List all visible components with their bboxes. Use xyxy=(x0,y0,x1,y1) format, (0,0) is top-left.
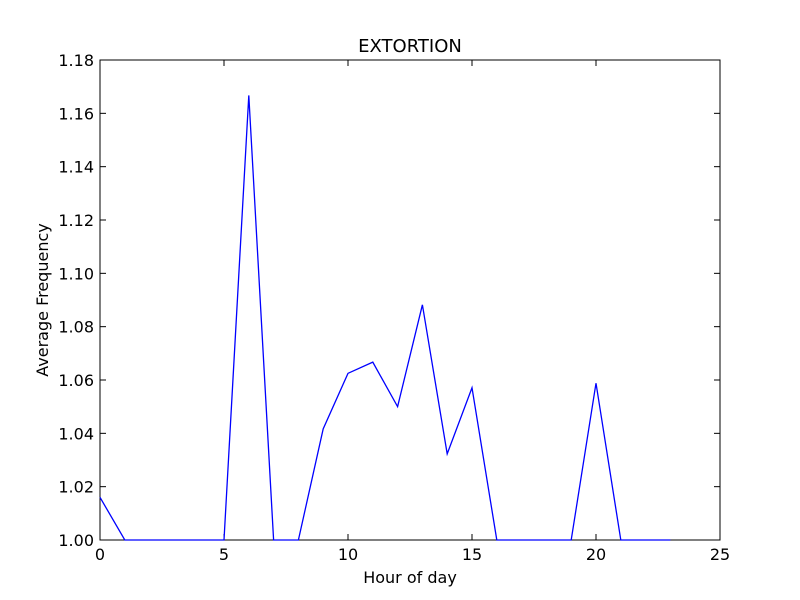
x-tick-label: 15 xyxy=(462,545,482,564)
x-axis-label: Hour of day xyxy=(363,568,457,587)
x-tick-label: 5 xyxy=(219,545,229,564)
series-line xyxy=(99,95,671,541)
y-tick-label: 1.14 xyxy=(58,158,94,177)
x-tick-label: 20 xyxy=(586,545,606,564)
y-tick-label: 1.00 xyxy=(58,531,94,550)
y-tick-label: 1.02 xyxy=(58,478,94,497)
chart-title: EXTORTION xyxy=(358,36,462,57)
y-tick-label: 1.08 xyxy=(58,318,94,337)
x-tick-label: 25 xyxy=(710,545,730,564)
x-tick-label: 10 xyxy=(338,545,358,564)
plot-frame xyxy=(99,59,721,541)
y-tick-label: 1.18 xyxy=(58,51,94,70)
y-tick-label: 1.10 xyxy=(58,264,94,283)
x-tick-label: 0 xyxy=(95,545,105,564)
y-tick-label: 1.12 xyxy=(58,211,94,230)
y-tick-label: 1.04 xyxy=(58,424,94,443)
y-tick-label: 1.06 xyxy=(58,371,94,390)
y-axis-label: Average Frequency xyxy=(33,223,52,376)
y-tick-label: 1.16 xyxy=(58,104,94,123)
plot-area: 0 5 10 15 20 25 1.00 1.02 1.04 1.06 1.08 1.10 1.12 1.… xyxy=(58,51,730,564)
